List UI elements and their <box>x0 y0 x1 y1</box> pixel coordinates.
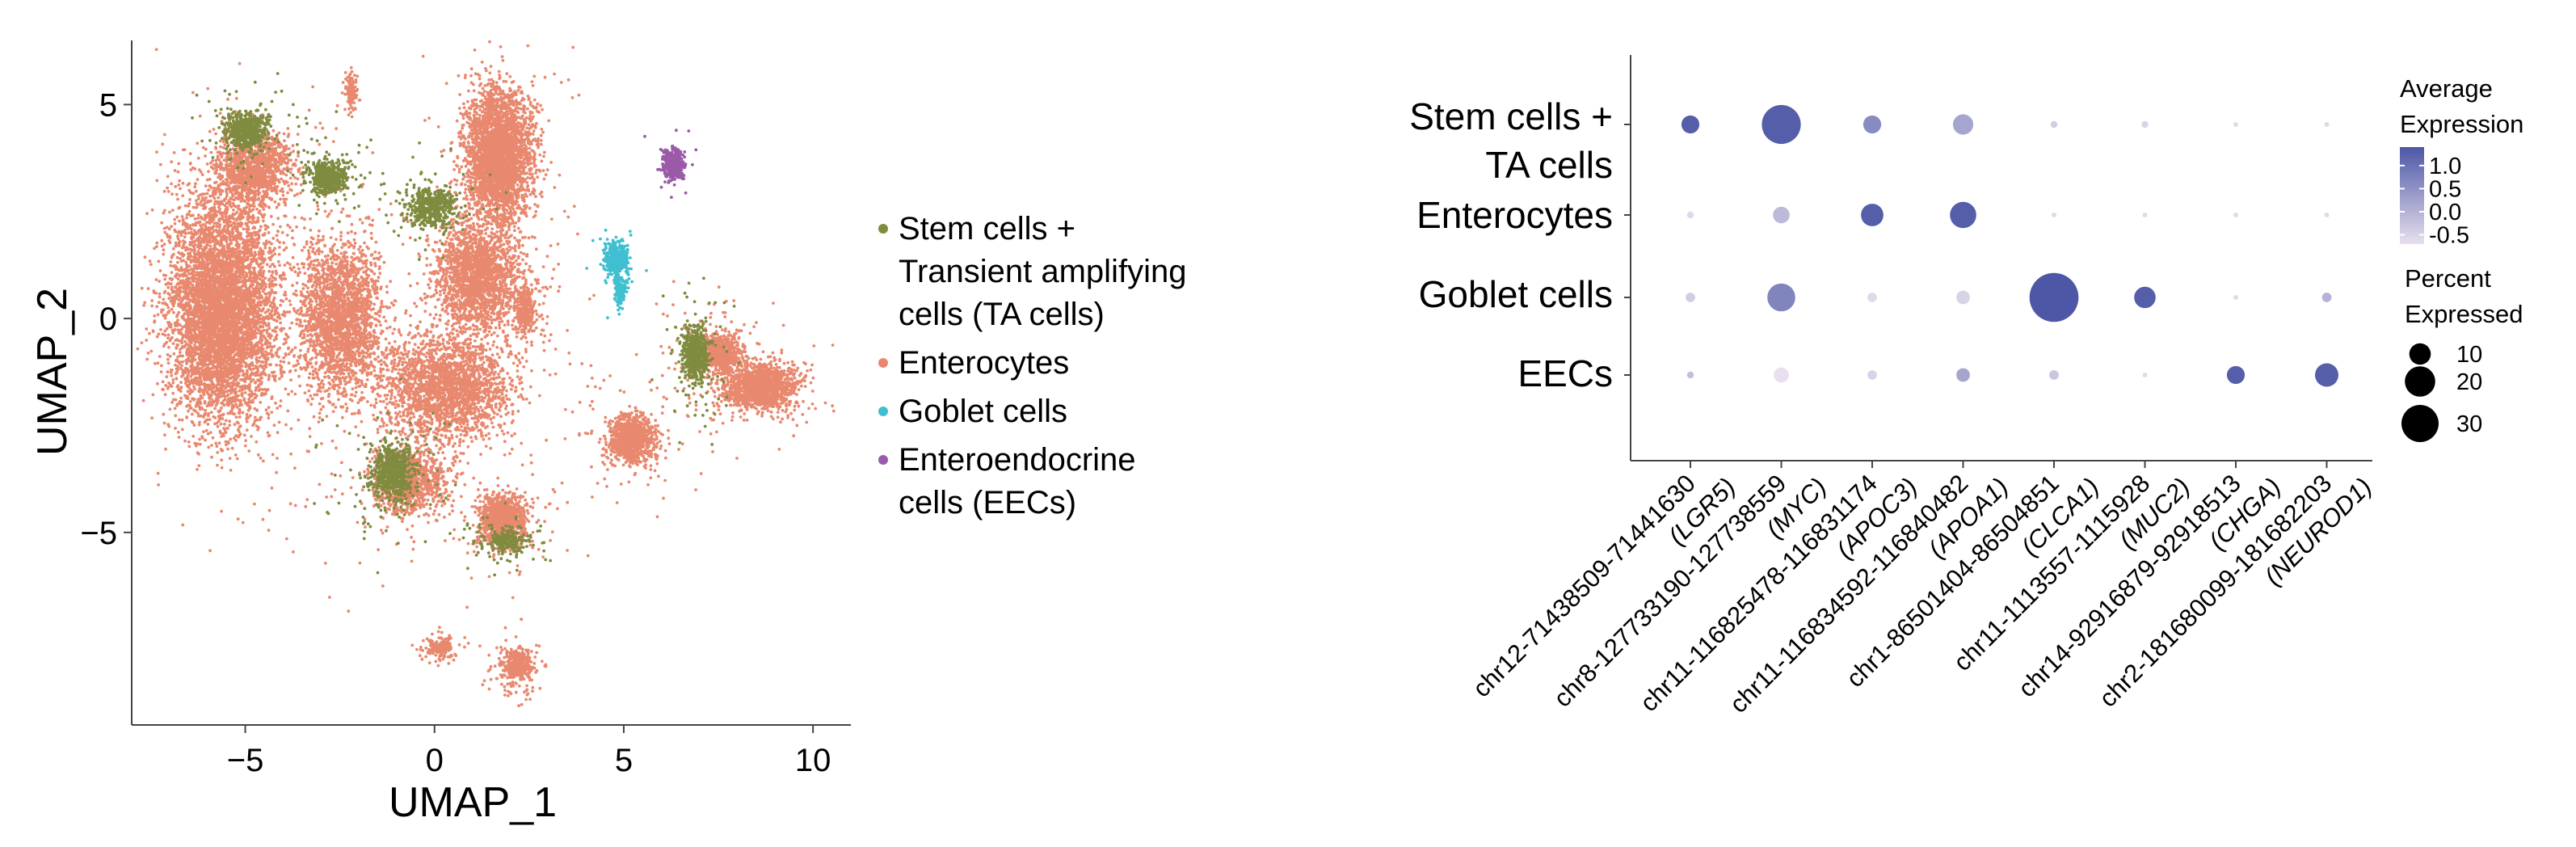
x-tick-label: 10 <box>795 743 831 778</box>
dot <box>1867 293 1877 302</box>
size-legend-title: Expressed <box>2405 300 2523 328</box>
dot <box>1861 204 1884 226</box>
color-legend-label: -0.5 <box>2429 223 2469 249</box>
dot <box>1686 211 1694 219</box>
row-label: TA cells <box>1485 144 1613 186</box>
legend-label: Goblet cells <box>899 394 1067 429</box>
legend-item: Goblet cells <box>878 394 1067 429</box>
row-label: EECs <box>1517 352 1613 394</box>
umap-cell-points <box>585 228 648 320</box>
dot <box>2233 122 2238 127</box>
dot <box>2052 213 2056 217</box>
legend-item: Enteroendocrine cells (EECs) <box>878 442 1136 520</box>
legend-swatch <box>878 358 888 368</box>
legend-swatch <box>878 224 888 234</box>
umap-cell-points <box>191 72 741 577</box>
dot <box>2321 293 2332 302</box>
x-tick-label: 0 <box>426 743 444 778</box>
dotplot-dots <box>1681 104 2338 387</box>
y-tick-label: 5 <box>99 87 117 123</box>
dot <box>1767 283 1795 312</box>
dot <box>1956 290 1970 305</box>
dot <box>1686 293 1695 302</box>
row-label: Stem cells + <box>1409 95 1613 137</box>
row-label: Goblet cells <box>1419 273 1613 315</box>
dot <box>2315 363 2338 387</box>
legend-label: cells (TA cells) <box>899 297 1105 332</box>
dot <box>1956 368 1970 382</box>
dot <box>1774 367 1789 383</box>
legend-label: Stem cells + <box>899 211 1075 247</box>
size-legend-dot <box>2409 343 2431 365</box>
dot <box>2324 122 2330 127</box>
umap-points <box>136 40 836 708</box>
dot <box>2324 213 2330 217</box>
dot <box>1686 371 1694 379</box>
umap-cell-points <box>643 129 698 200</box>
size-legend-dot <box>2401 405 2439 442</box>
color-legend-title: Average <box>2400 74 2493 103</box>
umap-series <box>191 72 741 577</box>
color-legend-label: 0.0 <box>2429 200 2461 225</box>
dot <box>2050 120 2058 129</box>
average-expression-legend: Average Expression 1.00.50.0-0.5 <box>2400 74 2523 249</box>
color-legend-label: 0.5 <box>2429 176 2461 202</box>
legend-label: Enteroendocrine <box>899 442 1136 478</box>
size-legend-label: 30 <box>2456 411 2482 437</box>
size-legend-title: Percent <box>2405 264 2491 293</box>
dot <box>2233 213 2238 217</box>
legend-swatch <box>878 455 888 465</box>
umap-legend: Stem cells + Transient amplifying cells (T… <box>878 211 1186 520</box>
y-tick-label: 0 <box>99 301 117 337</box>
dot <box>1867 370 1877 380</box>
dot <box>1950 201 1976 229</box>
size-legend-label: 20 <box>2456 369 2482 395</box>
dot <box>2233 295 2238 300</box>
x-tick-label: −5 <box>227 743 264 778</box>
dot <box>2226 365 2246 385</box>
dot <box>1952 114 1974 135</box>
size-legend-dot <box>2405 366 2435 397</box>
umap-cell-points <box>136 40 836 708</box>
umap-series <box>585 228 648 320</box>
size-legend-label: 10 <box>2456 342 2482 368</box>
dot <box>2142 213 2148 217</box>
color-legend-label: 1.0 <box>2429 154 2461 179</box>
dot <box>1863 115 1882 134</box>
column-label: chr12-71438509-71441630(LGR5) <box>1467 469 1741 702</box>
color-legend-title: Expression <box>2400 110 2523 138</box>
dot <box>2049 370 2059 380</box>
legend-label: Transient amplifying <box>899 254 1186 289</box>
color-gradient-bar <box>2400 147 2424 244</box>
dot <box>1681 115 1700 134</box>
dotplot-row-labels: Stem cells + TA cells Enterocytes Goblet ce… <box>1409 95 1631 394</box>
dotplot-panel: Stem cells + TA cells Enterocytes Goblet ce… <box>1409 55 2523 718</box>
umap-series <box>136 40 836 708</box>
umap-series <box>643 129 698 200</box>
row-label: Enterocytes <box>1416 194 1613 236</box>
x-tick-label: 5 <box>615 743 633 778</box>
legend-label: Enterocytes <box>899 345 1069 381</box>
legend-label: cells (EECs) <box>899 485 1076 520</box>
umap-y-axis-title: UMAP_2 <box>29 288 76 456</box>
dot <box>2029 272 2079 322</box>
umap-x-ticks: −5 0 5 10 <box>227 725 831 778</box>
dot <box>2141 120 2149 129</box>
y-tick-label: −5 <box>80 516 117 551</box>
dot <box>2134 286 2156 309</box>
legend-item: Enterocytes <box>878 345 1069 381</box>
umap-panel: −5 0 5 10 −5 0 5 UMAP_1 UMAP_2 Stem cells + Tr… <box>29 40 1186 826</box>
dotplot-column-labels: chr12-71438509-71441630(LGR5)chr8-127733… <box>1467 461 2377 718</box>
umap-x-axis-title: UMAP_1 <box>389 779 557 826</box>
dot <box>1762 104 1801 145</box>
legend-swatch <box>878 407 888 416</box>
dot <box>2142 373 2148 377</box>
umap-y-ticks: −5 0 5 <box>80 87 132 551</box>
legend-item: Stem cells + Transient amplifying cells (T… <box>878 211 1186 332</box>
dot <box>1773 206 1790 224</box>
